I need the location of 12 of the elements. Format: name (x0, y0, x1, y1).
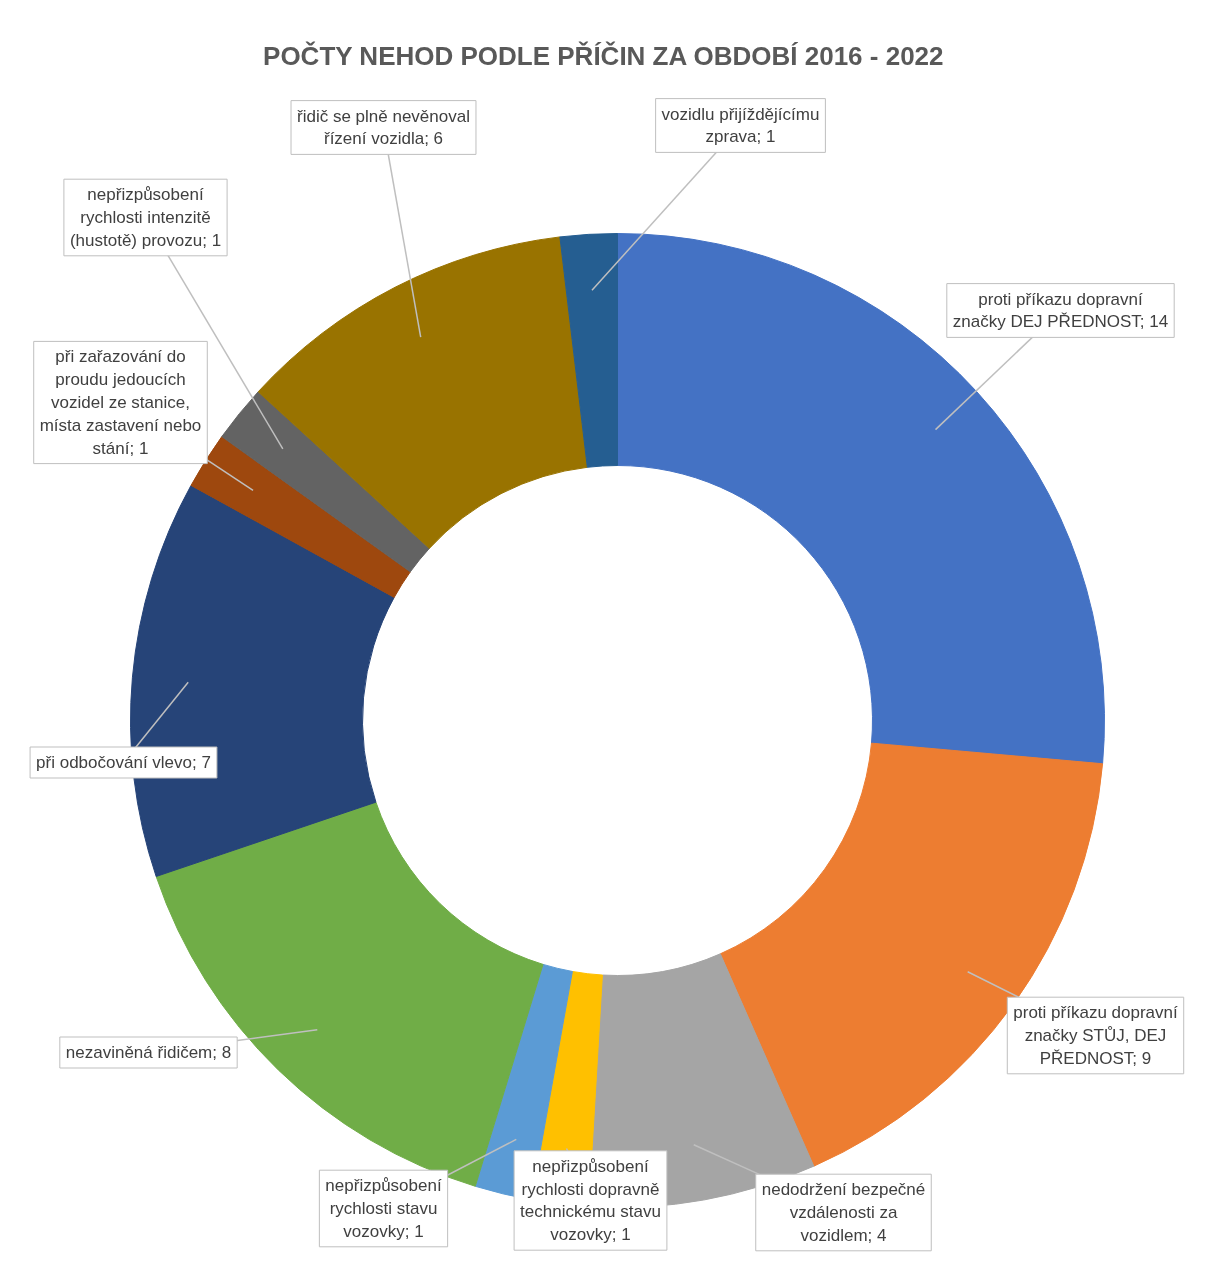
chart-title: POČTY NEHOD PODLE PŘÍČIN ZA OBDOBÍ 2016 - 2022 (263, 40, 944, 71)
slice-label: proti příkazu dopravní značky STŮJ, DEJ PŘEDNOST; 9 (1013, 1003, 1178, 1068)
slice-label: proti příkazu dopravní značky DEJ PŘEDNOST; 14 (952, 289, 1169, 332)
slice-label: při odbočování vlevo; 7 (36, 753, 211, 772)
slice-label: nepřizpůsobení rychlosti dopravně technickému stavu vozovky; 1 (520, 1156, 661, 1245)
slice-label: nepřizpůsobení rychlosti intenzitě (hustotě) provozu; 1 (69, 185, 222, 250)
slice-label: nepřizpůsobení rychlosti stavu vozovky; 1 (325, 1176, 442, 1241)
slice-label: nezaviněná řidičem; 8 (65, 1043, 232, 1062)
slice-label: vozidlu přijíždějícímu zprava; 1 (661, 104, 820, 147)
slice-label: řidič se plně nevěnoval řízení vozidla; 6 (297, 106, 470, 149)
slice-label: při zařazování do proudu jedoucích vozidel ze stanice, místa zastavení nebo stání; 1 (39, 347, 202, 458)
slice-label: nedodržení bezpečné vzdálenosti za vozidlem; 4 (761, 1180, 926, 1245)
